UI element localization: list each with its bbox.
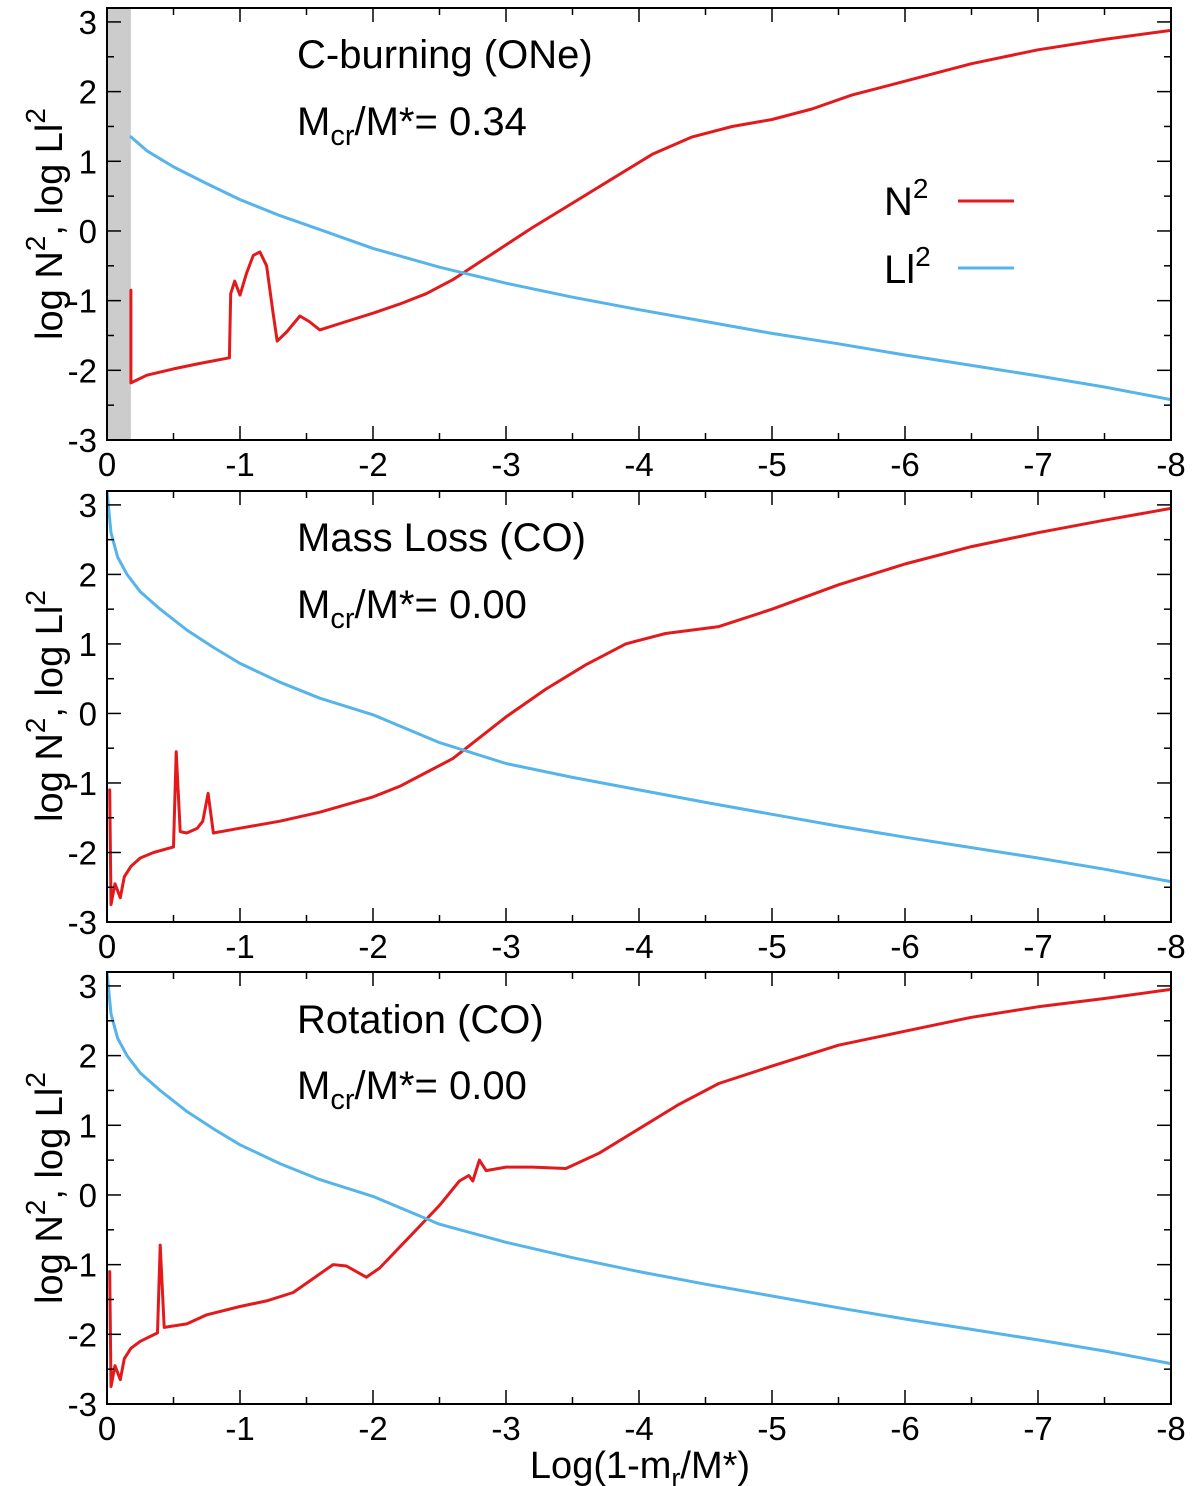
y-tick-label: 0	[79, 213, 97, 250]
y-tick-label: -1	[68, 283, 97, 320]
y-tick-label: -3	[68, 1386, 97, 1423]
y-tick-label: -2	[68, 352, 97, 389]
y-tick-label: 3	[79, 4, 97, 41]
x-tick-label: -4	[624, 928, 653, 965]
panel-title: C-burning (ONe)	[297, 33, 593, 77]
x-tick-label: -5	[757, 446, 786, 483]
x-tick-label: 0	[98, 446, 116, 483]
y-tick-label: 0	[79, 695, 97, 732]
y-tick-label: -2	[68, 1316, 97, 1353]
y-axis-title: log N2, log Ll2	[20, 1072, 71, 1304]
x-tick-label: -8	[1156, 446, 1185, 483]
series-line-n2	[108, 506, 1171, 907]
mcr-value: 0.00	[449, 1064, 527, 1108]
x-tick-label: -2	[358, 446, 387, 483]
mcr-annotation: Mcr/M*= 0.00	[297, 583, 527, 635]
y-tick-label: -2	[68, 834, 97, 871]
x-tick-label: -3	[491, 446, 520, 483]
y-tick-label: 1	[79, 143, 97, 180]
series-line-n2	[108, 987, 1171, 1389]
legend-label-ll2: Ll2	[884, 241, 931, 292]
y-tick-label: 2	[79, 556, 97, 593]
series-line-ll2	[129, 135, 1171, 402]
x-tick-label: 0	[98, 1410, 116, 1447]
x-tick-label: -7	[1023, 446, 1052, 483]
y-tick-label: 1	[79, 1107, 97, 1144]
x-tick-label: -2	[358, 1410, 387, 1447]
y-tick-label: 2	[79, 1038, 97, 1075]
x-tick-label: -5	[757, 1410, 786, 1447]
x-tick-label: -8	[1156, 928, 1185, 965]
y-tick-label: 3	[79, 487, 97, 524]
y-tick-label: -1	[68, 1247, 97, 1284]
panel-c-burning: 0 -1 -2 -3 -4 -5 -6 -7 -8 -3 -2 -1 0 1 2 3 C-burning (O…	[20, 4, 1186, 483]
legend-item-ll2: Ll2	[884, 241, 1014, 292]
x-tick-label: -3	[491, 1410, 520, 1447]
y-tick-label: -1	[68, 765, 97, 802]
x-tick-label: -5	[757, 928, 786, 965]
x-tick-label: -4	[624, 446, 653, 483]
x-tick-label: -4	[624, 1410, 653, 1447]
panel-mass-loss: 0 -1 -2 -3 -4 -5 -6 -7 -8 -3 -2 -1 0 1 2 3 Mass Loss (C…	[20, 487, 1186, 965]
mcr-annotation: Mcr/M*= 0.34	[297, 100, 527, 152]
x-tick-label: -7	[1023, 1410, 1052, 1447]
series-line-ll2	[107, 972, 1171, 1366]
x-tick-label: -6	[890, 928, 919, 965]
x-tick-label: -7	[1023, 928, 1052, 965]
y-tick-label: 1	[79, 626, 97, 663]
x-tick-label: -1	[225, 446, 254, 483]
x-tick-label: -6	[890, 446, 919, 483]
shaded-region	[107, 8, 131, 440]
x-tick-label: -1	[225, 1410, 254, 1447]
legend-item-n2: N2	[884, 173, 1014, 224]
x-axis-title: Log(1-mr/M*)	[530, 1445, 750, 1486]
y-tick-label: 0	[79, 1177, 97, 1214]
plot-frame	[106, 490, 1172, 923]
y-tick-label: 3	[79, 968, 97, 1005]
y-tick-label: 2	[79, 74, 97, 111]
x-tick-label: -6	[890, 1410, 919, 1447]
y-axis-title: log N2, log Ll2	[20, 108, 71, 340]
y-axis-title: log N2, log Ll2	[20, 590, 71, 822]
legend-label-n2: N2	[884, 173, 928, 224]
mcr-annotation: Mcr/M*= 0.00	[297, 1064, 527, 1116]
series-line-n2	[129, 28, 1171, 385]
plot-frame	[106, 7, 1172, 441]
x-tick-label: 0	[98, 928, 116, 965]
x-tick-label: -1	[225, 928, 254, 965]
plot-frame	[106, 971, 1172, 1405]
series-line-ll2	[107, 491, 1171, 884]
mcr-value: 0.00	[449, 583, 527, 627]
x-tick-label: -8	[1156, 1410, 1185, 1447]
mcr-value: 0.34	[449, 100, 527, 144]
y-tick-label: -3	[68, 422, 97, 459]
y-tick-label: -3	[68, 904, 97, 941]
x-tick-label: -3	[491, 928, 520, 965]
legend: N2 Ll2	[884, 173, 1014, 292]
x-tick-label: -2	[358, 928, 387, 965]
panel-rotation: 0 -1 -2 -3 -4 -5 -6 -7 -8 -3 -2 -1 0 1 2 3 Rotation (CO…	[20, 968, 1186, 1447]
panel-title: Mass Loss (CO)	[297, 516, 586, 560]
panel-title: Rotation (CO)	[297, 998, 544, 1042]
